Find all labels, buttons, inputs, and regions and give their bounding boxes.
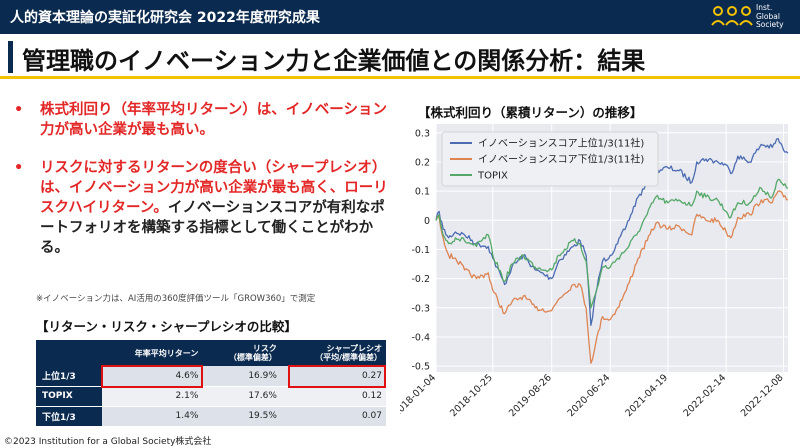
table-header-blank bbox=[36, 340, 102, 366]
y-tick-label: -0.3 bbox=[411, 303, 430, 314]
copyright: ©2023 Institution for a Global Society株式… bbox=[4, 437, 212, 447]
table-row: TOPIX 2.1% 17.6% 0.12 bbox=[36, 386, 386, 407]
legend-label: TOPIX bbox=[477, 171, 508, 182]
table-title: 【リターン・リスク・シャープレシオの比較】 bbox=[36, 319, 297, 334]
cell-sharpe: 0.07 bbox=[280, 406, 386, 427]
table-header-row: 年率平均リターン リスク （標準偏差） シャープレシオ （平均/標準偏差） bbox=[36, 340, 386, 366]
series-line-2 bbox=[435, 190, 789, 364]
cell-risk: 16.9% bbox=[202, 366, 281, 387]
table-row: 上位1/3 4.6% 16.9% 0.27 bbox=[36, 366, 386, 387]
row-label: TOPIX bbox=[36, 386, 102, 407]
header-title: 人的資本理論の実証化研究会 2022年度研究成果 bbox=[10, 10, 320, 26]
y-tick-label: -0.1 bbox=[411, 245, 430, 256]
y-tick-label: 0 bbox=[424, 216, 430, 227]
table-header-risk-text: リスク （標準偏差） bbox=[228, 344, 277, 362]
y-tick-label: -0.2 bbox=[411, 274, 430, 285]
line-chart: 0.3 0.2 0.1 0 -0.1 -0.2 -0.3 -0.4 -0.52018-01-04… bbox=[400, 124, 789, 419]
logo: Inst. Global Society bbox=[710, 3, 790, 31]
cell-risk: 17.6% bbox=[202, 386, 281, 407]
logo-icon bbox=[711, 6, 753, 26]
y-tick-label: 0.1 bbox=[415, 187, 430, 198]
bullet-item-return: • 株式利回り（年率平均リターン）は、イノベーション力が高い企業が最も高い。 bbox=[14, 100, 396, 140]
table-header-risk: リスク （標準偏差） bbox=[202, 340, 281, 366]
bullet-item-sharpe: • リスクに対するリターンの度合い（シャープレシオ）は、イノベーション力が高い企… bbox=[14, 158, 396, 258]
title-accent bbox=[8, 41, 13, 73]
x-tick-label: 2022-12-08 bbox=[739, 372, 786, 419]
table-header-return: 年率平均リターン bbox=[102, 340, 203, 366]
highlight-box-return bbox=[101, 365, 203, 388]
highlight-box-sharpe bbox=[288, 365, 386, 388]
cell-return: 1.4% bbox=[102, 406, 203, 427]
y-tick-label: 0.2 bbox=[415, 157, 430, 168]
bullet-text-sharpe-rest: イノベーションスコアが有利なポートフォリオを構築する指標として働くことがわかる。 bbox=[40, 200, 385, 256]
table-row: 下位1/3 1.4% 19.5% 0.07 bbox=[36, 406, 386, 427]
legend-label: イノベーションスコア上位1/3(11社) bbox=[478, 137, 644, 150]
series-line-3 bbox=[435, 178, 789, 309]
footnote: ※イノベーション力は、AI活用の360度評価ツール「GROW360」で測定 bbox=[36, 294, 316, 304]
cell-risk: 19.5% bbox=[202, 406, 281, 427]
y-tick-label: 0.3 bbox=[415, 128, 430, 139]
comparison-table: 年率平均リターン リスク （標準偏差） シャープレシオ （平均/標準偏差） 上位1/… bbox=[36, 340, 386, 427]
chart-title: 【株式利回り（累積リターン）の推移】 bbox=[418, 105, 643, 120]
page-title: 管理職のイノベーション力と企業価値との関係分析：結果 bbox=[22, 47, 646, 75]
x-tick-label: 2018-01-04 bbox=[400, 372, 438, 419]
y-tick-label: -0.5 bbox=[411, 362, 430, 373]
bullet-text-return: 株式利回り（年率平均リターン）は、イノベーション力が高い企業が最も高い。 bbox=[40, 102, 387, 138]
row-label: 下位1/3 bbox=[36, 406, 102, 427]
x-tick-label: 2018-10-25 bbox=[448, 372, 495, 419]
table-header-sharpe: シャープレシオ （平均/標準偏差） bbox=[280, 340, 386, 366]
table-header-sharpe-text: シャープレシオ （平均/標準偏差） bbox=[315, 344, 382, 362]
y-tick-label: -0.4 bbox=[411, 332, 430, 343]
cell-return: 4.6% bbox=[102, 366, 203, 387]
legend-box bbox=[441, 131, 659, 187]
legend-label: イノベーションスコア下位1/3(11社) bbox=[478, 153, 644, 166]
bullet-dot: • bbox=[14, 160, 24, 176]
x-tick-label: 2022-02-14 bbox=[681, 372, 728, 419]
bullet-list: • 株式利回り（年率平均リターン）は、イノベーション力が高い企業が最も高い。 •… bbox=[14, 100, 396, 258]
x-tick-label: 2019-08-26 bbox=[507, 372, 554, 419]
row-label: 上位1/3 bbox=[36, 366, 102, 387]
cell-sharpe: 0.27 bbox=[280, 366, 386, 387]
bullet-text-sharpe-highlight: リスクに対するリターンの度合い（シャープレシオ）は、イノベーション力が高い企業が… bbox=[40, 160, 388, 216]
title-underline bbox=[0, 76, 800, 79]
title-bar: 管理職のイノベーション力と企業価値との関係分析：結果 bbox=[0, 37, 800, 79]
cell-return: 2.1% bbox=[102, 386, 203, 407]
header-bar: 人的資本理論の実証化研究会 2022年度研究成果 Inst. Global So… bbox=[0, 0, 800, 34]
cell-sharpe: 0.12 bbox=[280, 386, 386, 407]
x-tick-label: 2021-04-19 bbox=[623, 372, 670, 419]
bullet-dot: • bbox=[14, 102, 24, 118]
x-tick-label: 2020-06-24 bbox=[566, 372, 613, 419]
logo-text: Inst. Global Society bbox=[756, 3, 784, 29]
